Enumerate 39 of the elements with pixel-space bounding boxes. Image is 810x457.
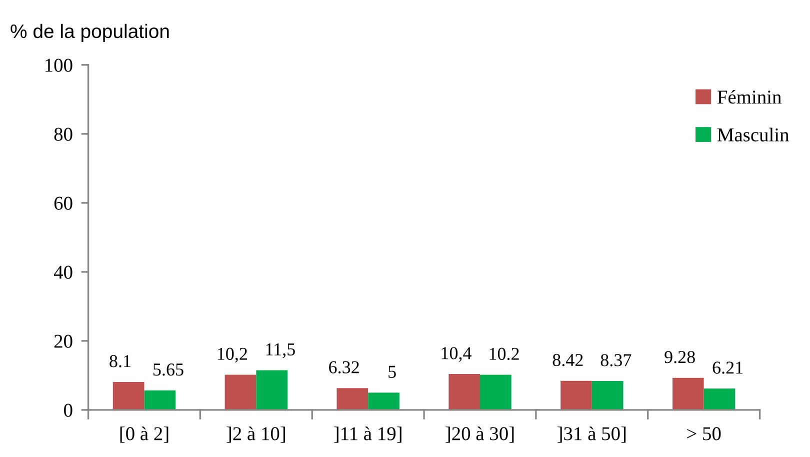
data-label: 5 <box>388 366 396 378</box>
y-axis-title: % de la population <box>10 24 169 42</box>
data-label: 10,2 <box>218 348 247 363</box>
bar <box>704 388 736 410</box>
x-tick-label: [0 à 2] <box>120 426 168 443</box>
data-label: 5.65 <box>154 364 184 376</box>
bar <box>224 374 256 410</box>
data-label: 11,5 <box>266 343 295 358</box>
bar <box>448 374 480 410</box>
x-tick-label: ]31 à 50] <box>558 426 626 443</box>
data-label: 9.28 <box>664 350 695 364</box>
data-label: 8.1 <box>110 355 130 368</box>
bar <box>672 378 704 410</box>
data-label: 6.21 <box>712 362 743 374</box>
bar <box>368 392 400 410</box>
x-tick-label: ]2 à 10] <box>226 426 285 443</box>
bar <box>336 388 368 410</box>
legend-label: Féminin <box>717 90 782 104</box>
y-tick-label: 80 <box>54 128 72 141</box>
bar <box>256 370 288 410</box>
bar <box>560 380 592 410</box>
bar <box>480 374 512 410</box>
legend-label: Masculin <box>717 128 789 142</box>
y-tick-label: 20 <box>54 334 72 348</box>
data-label: 6.32 <box>329 361 359 374</box>
y-tick-label: 40 <box>54 266 72 279</box>
x-tick-label: > 50 <box>687 427 721 440</box>
bar <box>112 382 144 410</box>
x-tick-label: ]11 à 19] <box>334 426 402 443</box>
y-tick-label: 0 <box>64 404 72 417</box>
data-label: 10,4 <box>442 347 472 362</box>
data-label: 8.42 <box>552 354 583 366</box>
bar <box>592 381 624 410</box>
bar <box>144 390 176 410</box>
x-tick-label: ]20 à 30] <box>446 426 514 443</box>
y-tick-label: 100 <box>46 58 72 72</box>
data-label: 10.2 <box>490 348 519 360</box>
y-tick-label: 60 <box>54 196 72 210</box>
data-label: 8.37 <box>600 354 632 366</box>
